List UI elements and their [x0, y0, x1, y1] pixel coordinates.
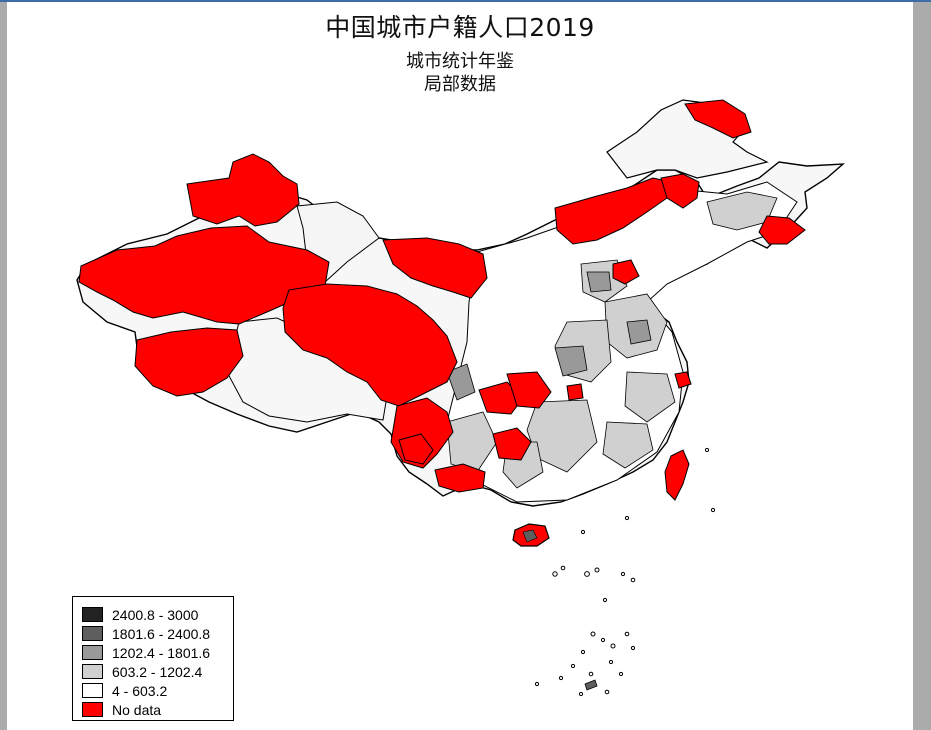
northeast-region: [606, 99, 769, 179]
legend-label: 1202.4 - 1801.6: [112, 644, 211, 661]
legend-label: 4 - 603.2: [112, 682, 168, 699]
legend-item-class-4: 1801.6 - 2400.8: [82, 624, 233, 643]
no-data-region: [506, 371, 552, 409]
region-class-2: [602, 421, 654, 469]
legend-swatch: [82, 645, 103, 660]
legend-label: 2400.8 - 3000: [112, 606, 199, 623]
map-subtitle-source: 城市统计年鉴: [406, 51, 514, 72]
map-title: 中国城市户籍人口2019: [325, 13, 595, 42]
region-class-2: [526, 399, 598, 473]
no-data-region: [612, 259, 640, 285]
no-data-region: [758, 215, 806, 245]
no-data-region: [282, 283, 458, 407]
legend-item-class-1: 4 - 603.2: [82, 681, 233, 700]
region-class-3: [554, 345, 588, 377]
legend-label: 603.2 - 1202.4: [112, 663, 203, 680]
map-legend: 2400.8 - 3000 1801.6 - 2400.8 1202.4 - 1…: [72, 596, 234, 721]
window-top-border: [0, 0, 931, 2]
no-data-region: [134, 327, 244, 397]
legend-swatch: [82, 664, 103, 679]
region-class-3: [586, 271, 612, 293]
south-china-sea-islands: [534, 447, 716, 697]
no-data-region: [684, 99, 752, 139]
no-data-region: [492, 427, 532, 461]
no-data-region: [554, 177, 672, 245]
south-sea-islet: [584, 679, 598, 691]
hainan-inner-cities: [522, 529, 538, 543]
no-data-region: [398, 433, 434, 465]
china-choropleth-map: [76, 99, 845, 697]
legend-item-no-data: No data: [82, 700, 233, 719]
no-data-region: [186, 153, 300, 227]
region-class-2: [446, 411, 498, 473]
legend-swatch: [82, 683, 103, 698]
legend-label: 1801.6 - 2400.8: [112, 625, 211, 642]
legend-item-class-5: 2400.8 - 3000: [82, 605, 233, 624]
region-class-2: [624, 371, 676, 423]
no-data-region: [660, 173, 700, 209]
map-subtitle-note: 局部数据: [424, 74, 496, 95]
legend-swatch: [82, 626, 103, 641]
no-data-region: [382, 237, 488, 299]
legend-item-class-2: 603.2 - 1202.4: [82, 662, 233, 681]
no-data-region: [566, 383, 584, 401]
taiwan-no-data: [664, 449, 690, 501]
region-class-3: [626, 319, 652, 345]
legend-swatch: [82, 702, 103, 717]
no-data-region: [434, 463, 486, 493]
region-class-3: [446, 363, 476, 401]
no-data-region: [674, 371, 692, 389]
legend-swatch: [82, 607, 103, 622]
legend-label: No data: [112, 701, 162, 718]
legend-item-class-3: 1202.4 - 1801.6: [82, 643, 233, 662]
map-canvas: 中国城市户籍人口2019 城市统计年鉴 局部数据: [7, 2, 913, 730]
